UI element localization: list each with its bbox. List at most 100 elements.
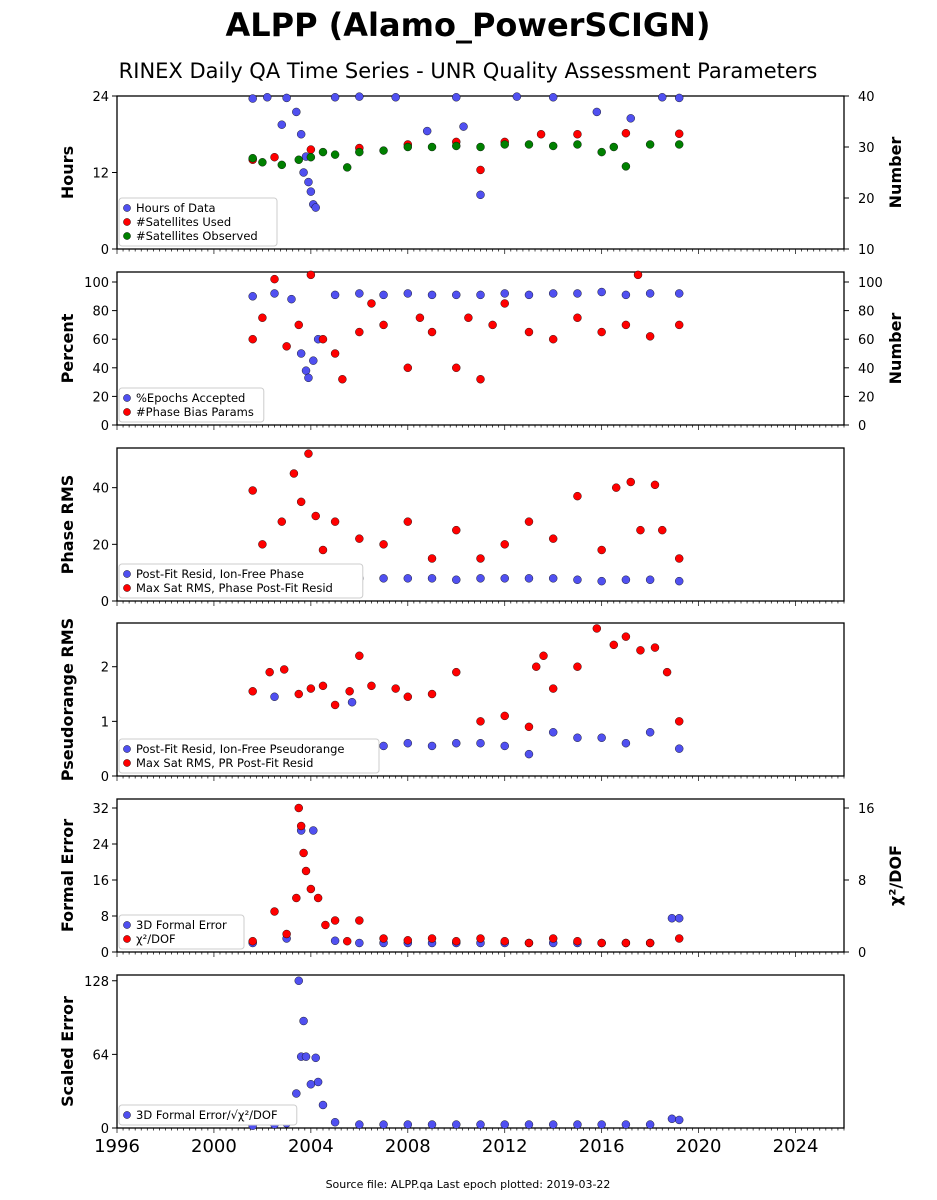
point-series-1	[645, 728, 655, 737]
point-series-2	[549, 934, 558, 943]
point-series-1	[524, 574, 534, 583]
point-series-3	[675, 140, 684, 149]
point-series-2	[296, 497, 306, 507]
y-right-tick-label: 8	[858, 874, 866, 889]
point-series-1	[500, 289, 509, 298]
panel-3: 0 20 40 Phase RMS Post-Fit Resid, Ion-Free P…	[58, 447, 845, 610]
point-series-2	[294, 803, 303, 813]
legend-label: χ²/DOF	[136, 932, 176, 946]
point-series-2	[573, 313, 582, 322]
y-tick-label: 24	[92, 90, 109, 105]
legend-label: #Satellites Observed	[136, 229, 258, 243]
point-series-1	[573, 289, 582, 298]
point-series-1	[675, 289, 684, 298]
point-series-2	[338, 375, 347, 384]
point-series-2	[573, 130, 582, 139]
point-series-1	[476, 739, 485, 748]
point-series-1	[270, 289, 279, 298]
legend-label: Max Sat RMS, PR Post-Fit Resid	[136, 756, 313, 770]
y-right-tick-label: 40	[858, 90, 875, 105]
point-series-1	[248, 292, 257, 301]
point-series-1	[304, 177, 313, 187]
point-series-1	[524, 749, 534, 759]
point-series-1	[524, 1120, 534, 1129]
point-series-1	[304, 373, 313, 383]
x-tick-label: 2020	[676, 1136, 722, 1157]
point-series-1	[403, 574, 412, 583]
point-series-1	[282, 93, 291, 103]
legend-box	[118, 914, 245, 950]
point-series-1	[645, 289, 655, 298]
point-series-2	[539, 651, 548, 660]
point-series-2	[476, 554, 485, 563]
point-series-2	[289, 469, 299, 478]
y-right-tick-label: 10	[858, 243, 875, 258]
legend-marker	[123, 584, 131, 592]
point-series-2	[318, 545, 328, 555]
point-series-2	[524, 722, 534, 732]
figure-subtitle: RINEX Daily QA Time Series - UNR Quality…	[119, 59, 818, 83]
point-series-2	[258, 313, 267, 322]
y-right-tick-label: 60	[858, 333, 875, 348]
point-series-3	[403, 142, 412, 152]
point-series-2	[662, 667, 672, 677]
point-series-2	[636, 525, 645, 535]
point-series-1	[292, 1089, 301, 1098]
point-series-1	[573, 733, 582, 742]
point-series-1	[299, 168, 308, 177]
point-series-3	[549, 141, 558, 151]
point-series-1	[621, 739, 631, 748]
point-series-2	[609, 640, 618, 650]
point-series-2	[524, 327, 534, 337]
point-series-2	[258, 540, 267, 549]
point-series-1	[476, 1120, 485, 1129]
y-tick-label: 0	[101, 595, 109, 610]
point-series-2	[345, 687, 354, 696]
point-series-1	[645, 575, 655, 584]
point-series-2	[280, 665, 289, 674]
point-series-1	[549, 289, 558, 298]
legend-marker	[123, 204, 131, 212]
point-series-1	[573, 575, 582, 584]
point-series-2	[415, 313, 425, 322]
point-series-2	[532, 662, 541, 671]
point-series-2	[549, 335, 558, 344]
point-series-2	[464, 313, 473, 322]
point-series-2	[476, 717, 485, 726]
point-series-2	[612, 483, 621, 492]
point-series-1	[292, 107, 301, 117]
legend-box	[118, 387, 265, 423]
point-series-3	[476, 142, 485, 152]
x-tick-label: 1996	[94, 1136, 140, 1157]
y-right-tick-label: 80	[858, 305, 875, 320]
point-series-2	[318, 335, 328, 344]
point-series-1	[500, 1120, 509, 1129]
y-tick-label: 40	[92, 482, 109, 497]
point-series-2	[282, 929, 291, 939]
point-series-1	[452, 93, 461, 102]
point-series-1	[459, 122, 468, 131]
point-series-2	[573, 662, 582, 671]
point-series-2	[313, 893, 323, 903]
point-series-2	[270, 274, 279, 284]
point-series-3	[573, 140, 582, 149]
point-series-2	[294, 689, 303, 699]
point-series-2	[330, 349, 340, 358]
point-series-2	[573, 491, 582, 501]
point-series-2	[427, 934, 437, 943]
legend-marker	[123, 218, 131, 226]
point-series-2	[282, 342, 291, 351]
point-series-1	[299, 1016, 308, 1026]
point-series-1	[524, 290, 534, 300]
point-series-2	[306, 684, 316, 693]
point-series-2	[597, 938, 606, 948]
point-series-1	[294, 976, 303, 985]
point-series-1	[549, 574, 558, 583]
legend-marker	[123, 570, 131, 578]
y-tick-label: 0	[101, 419, 109, 434]
y-right-tick-label: 100	[858, 276, 883, 291]
point-series-2	[500, 540, 509, 549]
point-series-2	[675, 717, 684, 726]
